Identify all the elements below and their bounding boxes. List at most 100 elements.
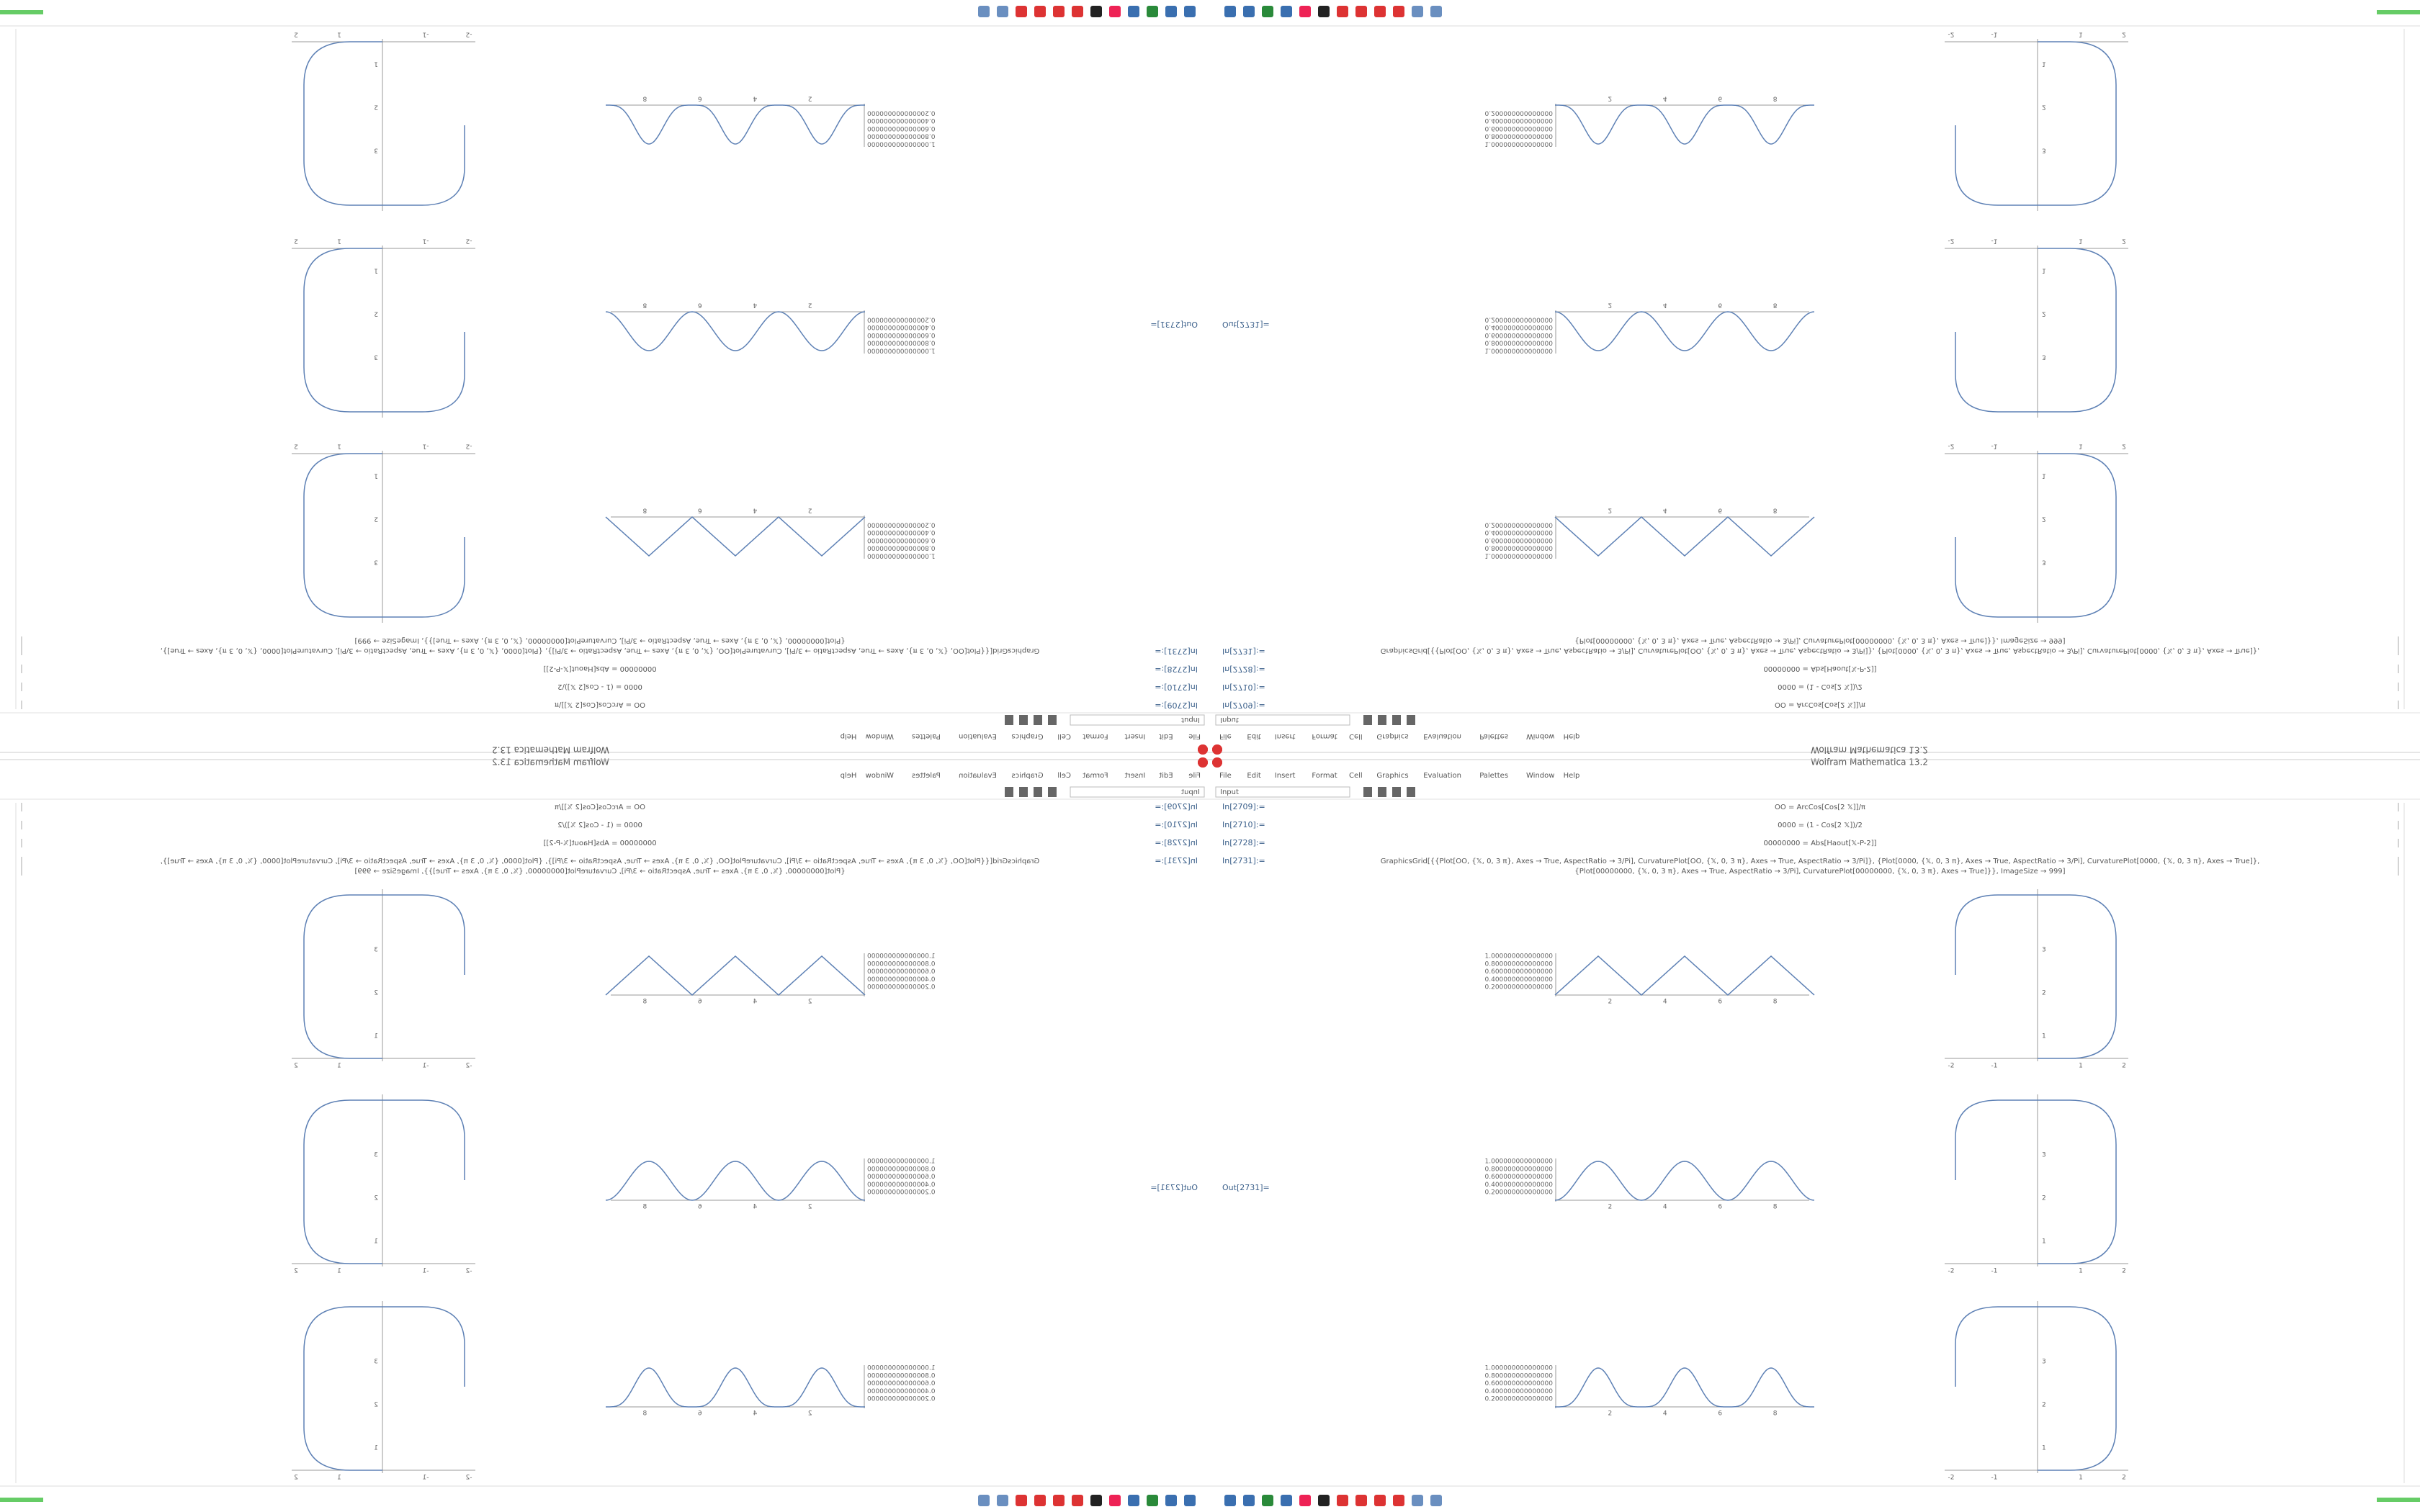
menu-item[interactable]: Cell (1057, 732, 1071, 740)
taskbar-icon[interactable] (1318, 6, 1330, 17)
toolbar-button[interactable] (1019, 715, 1028, 725)
toolbar-button[interactable] (1048, 715, 1057, 725)
menu-item[interactable]: Insert (1124, 732, 1145, 740)
menu-item[interactable]: Evaluation (1423, 772, 1461, 780)
taskbar-icon[interactable] (1393, 1495, 1404, 1506)
min-button[interactable] (1198, 757, 1208, 768)
toolbar-button[interactable] (1392, 715, 1401, 725)
taskbar-icon[interactable] (1184, 6, 1196, 17)
toolbar-button[interactable] (1407, 787, 1415, 797)
taskbar-icon[interactable] (1224, 1495, 1236, 1506)
taskbar-icon[interactable] (1034, 6, 1046, 17)
taskbar-icon[interactable] (1128, 6, 1139, 17)
taskbar-icon[interactable] (1109, 1495, 1121, 1506)
taskbar-icon[interactable] (1016, 6, 1027, 17)
taskbar-icon[interactable] (1090, 1495, 1102, 1506)
menu-item[interactable]: Palettes (912, 732, 941, 740)
taskbar-icon[interactable] (1072, 1495, 1083, 1506)
taskbar-icon[interactable] (1262, 6, 1273, 17)
toolbar-button[interactable] (1034, 787, 1042, 797)
close-button[interactable] (1212, 744, 1222, 755)
taskbar-icon[interactable] (1109, 6, 1121, 17)
taskbar-icon[interactable] (997, 1495, 1008, 1506)
taskbar-icon[interactable] (978, 1495, 990, 1506)
toolbar-button[interactable] (1392, 787, 1401, 797)
taskbar-icon[interactable] (1053, 1495, 1065, 1506)
taskbar-icon[interactable] (1393, 6, 1404, 17)
menu-item[interactable]: Insert (1275, 772, 1296, 780)
toolbar-button[interactable] (1034, 715, 1042, 725)
menu-item[interactable]: File (1188, 732, 1201, 740)
taskbar-icon[interactable] (1299, 6, 1311, 17)
taskbar-icon[interactable] (997, 6, 1008, 17)
menu-item[interactable]: Insert (1275, 732, 1296, 740)
toolbar-button[interactable] (1005, 787, 1013, 797)
style-box[interactable] (1070, 714, 1205, 726)
taskbar-icon[interactable] (1281, 1495, 1292, 1506)
menu-item[interactable]: Cell (1349, 772, 1363, 780)
taskbar-icon[interactable] (1281, 6, 1292, 17)
taskbar-icon[interactable] (1090, 6, 1102, 17)
toolbar-button[interactable] (1378, 787, 1386, 797)
taskbar-icon[interactable] (1337, 6, 1348, 17)
menu-item[interactable]: Palettes (1479, 732, 1508, 740)
menu-item[interactable]: Insert (1124, 772, 1145, 780)
toolbar-button[interactable] (1005, 715, 1013, 725)
style-box[interactable] (1215, 786, 1350, 798)
taskbar-icon[interactable] (1374, 1495, 1386, 1506)
taskbar-icon[interactable] (1374, 6, 1386, 17)
taskbar-icon[interactable] (1412, 1495, 1423, 1506)
taskbar-icon[interactable] (1299, 1495, 1311, 1506)
menu-item[interactable]: Graphics (1376, 732, 1408, 740)
toolbar-button[interactable] (1363, 787, 1372, 797)
taskbar-icon[interactable] (1430, 6, 1442, 17)
taskbar-icon[interactable] (1243, 6, 1255, 17)
taskbar-icon[interactable] (1355, 1495, 1367, 1506)
taskbar-icon[interactable] (978, 6, 990, 17)
menu-item[interactable]: Evaluation (959, 772, 997, 780)
menu-item[interactable]: Edit (1159, 732, 1173, 740)
taskbar-icon[interactable] (1165, 6, 1177, 17)
toolbar-button[interactable] (1048, 787, 1057, 797)
taskbar-icon[interactable] (1318, 1495, 1330, 1506)
taskbar-icon[interactable] (1147, 6, 1158, 17)
menu-item[interactable]: Graphics (1011, 772, 1043, 780)
menu-item[interactable]: Palettes (1479, 772, 1508, 780)
menu-item[interactable]: Evaluation (959, 732, 997, 740)
menu-item[interactable]: Format (1312, 772, 1337, 780)
menu-item[interactable]: Format (1083, 732, 1108, 740)
toolbar-button[interactable] (1019, 787, 1028, 797)
menu-item[interactable]: Edit (1159, 772, 1173, 780)
taskbar-icon[interactable] (1355, 6, 1367, 17)
menu-item[interactable]: Palettes (912, 772, 941, 780)
menu-item[interactable]: Cell (1349, 732, 1363, 740)
menu-item[interactable]: Graphics (1376, 772, 1408, 780)
menu-item[interactable]: Edit (1247, 732, 1260, 740)
menu-item[interactable]: Graphics (1011, 732, 1043, 740)
taskbar-icon[interactable] (1243, 1495, 1255, 1506)
taskbar-icon[interactable] (1165, 1495, 1177, 1506)
toolbar-button[interactable] (1378, 715, 1386, 725)
taskbar-icon[interactable] (1337, 1495, 1348, 1506)
taskbar-icon[interactable] (1184, 1495, 1196, 1506)
menu-item[interactable]: File (1219, 772, 1232, 780)
taskbar-icon[interactable] (1430, 1495, 1442, 1506)
taskbar-icon[interactable] (1224, 6, 1236, 17)
min-button[interactable] (1212, 757, 1222, 768)
menu-item[interactable]: Help (841, 732, 857, 740)
taskbar-icon[interactable] (1412, 6, 1423, 17)
menu-item[interactable]: Window (1526, 772, 1554, 780)
menu-item[interactable]: File (1219, 732, 1232, 740)
taskbar-icon[interactable] (1053, 6, 1065, 17)
menu-item[interactable]: Format (1083, 772, 1108, 780)
menu-item[interactable]: Edit (1247, 772, 1260, 780)
menu-item[interactable]: Cell (1057, 772, 1071, 780)
close-button[interactable] (1198, 744, 1208, 755)
taskbar-icon[interactable] (1072, 6, 1083, 17)
toolbar-button[interactable] (1407, 715, 1415, 725)
menu-item[interactable]: Help (1564, 772, 1580, 780)
menu-item[interactable]: Window (866, 732, 894, 740)
taskbar-icon[interactable] (1034, 1495, 1046, 1506)
menu-item[interactable]: Evaluation (1423, 732, 1461, 740)
style-box[interactable] (1070, 786, 1205, 798)
